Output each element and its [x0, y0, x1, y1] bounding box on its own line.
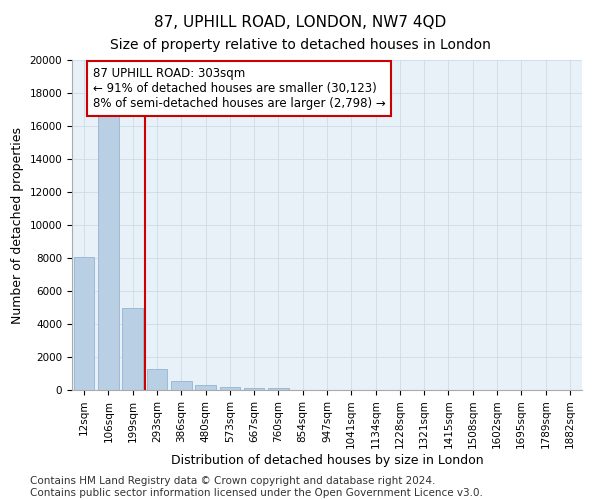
Bar	[74, 257, 94, 390]
Bar	[98, 116, 119, 390]
Text: Contains HM Land Registry data © Crown copyright and database right 2024.
Contai: Contains HM Land Registry data © Crown c…	[30, 476, 483, 498]
Bar	[268, 388, 289, 390]
Bar	[220, 386, 240, 390]
Text: 87 UPHILL ROAD: 303sqm
← 91% of detached houses are smaller (30,123)
8% of semi-: 87 UPHILL ROAD: 303sqm ← 91% of detached…	[92, 66, 385, 110]
X-axis label: Distribution of detached houses by size in London: Distribution of detached houses by size …	[170, 454, 484, 467]
Bar	[146, 370, 167, 390]
Bar	[195, 386, 216, 390]
Bar	[122, 308, 143, 390]
Bar	[244, 388, 265, 390]
Text: Size of property relative to detached houses in London: Size of property relative to detached ho…	[110, 38, 490, 52]
Y-axis label: Number of detached properties: Number of detached properties	[11, 126, 24, 324]
Text: 87, UPHILL ROAD, LONDON, NW7 4QD: 87, UPHILL ROAD, LONDON, NW7 4QD	[154, 15, 446, 30]
Bar	[171, 381, 191, 390]
